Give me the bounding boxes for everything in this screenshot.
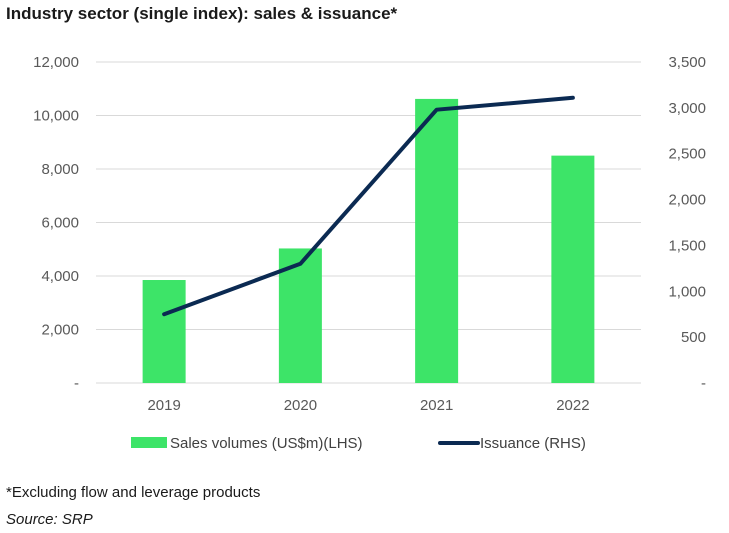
source-note: Source: SRP: [6, 511, 93, 528]
left-tick-label: 2,000: [41, 322, 79, 339]
x-tick-label: 2021: [420, 397, 453, 414]
gridlines: [96, 61, 641, 384]
x-tick-label: 2020: [284, 397, 317, 414]
left-tick-label: -: [74, 375, 79, 392]
right-axis-ticks: - 500 1,000 1,500 2,000 2,500 3,000 3,500: [668, 54, 706, 392]
bar-series: [142, 98, 595, 383]
left-tick-label: 6,000: [41, 215, 79, 232]
right-tick-label: 3,000: [668, 100, 706, 117]
left-tick-label: 12,000: [33, 54, 79, 71]
legend: Sales volumes (US$m)(LHS) Issuance (RHS): [131, 435, 586, 452]
left-tick-label: 10,000: [33, 108, 79, 125]
right-tick-label: 3,500: [668, 54, 706, 71]
issuance-line: [162, 95, 575, 317]
right-tick-label: 1,500: [668, 237, 706, 254]
x-tick-label: 2019: [147, 397, 180, 414]
right-tick-label: 1,000: [668, 283, 706, 300]
left-tick-label: 8,000: [41, 161, 79, 178]
right-tick-label: 2,000: [668, 192, 706, 209]
footnote: *Excluding flow and leverage products: [6, 484, 261, 501]
right-tick-label: -: [701, 375, 706, 392]
chart-title: Industry sector (single index): sales & …: [6, 4, 398, 23]
line-series: [162, 95, 575, 317]
bar-2022: [551, 155, 595, 383]
x-tick-label: 2022: [556, 397, 589, 414]
x-axis-ticks: 2019 2020 2021 2022: [147, 397, 589, 414]
left-tick-label: 4,000: [41, 268, 79, 285]
right-tick-label: 2,500: [668, 146, 706, 163]
legend-label-sales: Sales volumes (US$m)(LHS): [170, 435, 363, 452]
right-tick-label: 500: [681, 329, 706, 346]
bar-2021: [415, 98, 459, 383]
legend-label-issuance: Issuance (RHS): [480, 435, 586, 452]
left-axis-ticks: - 2,000 4,000 6,000 8,000 10,000 12,000: [33, 54, 79, 392]
bar-2019: [142, 280, 186, 383]
legend-swatch-sales: [131, 437, 167, 448]
